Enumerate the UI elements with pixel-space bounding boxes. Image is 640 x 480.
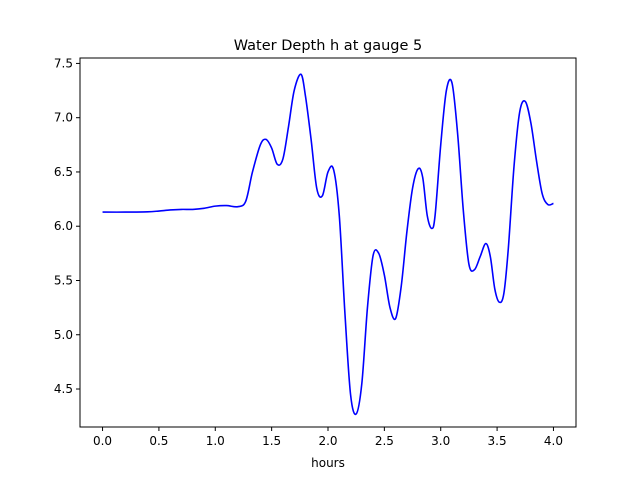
x-tick-label: 2.0: [318, 434, 337, 448]
x-tick-label: 2.5: [375, 434, 394, 448]
y-tick-label: 5.0: [54, 328, 73, 342]
x-tick-label: 3.5: [488, 434, 507, 448]
x-tick-label: 1.0: [206, 434, 225, 448]
x-axis: 0.0 0.5 1.0 1.5 2.0 2.5 3.0 3.5 4.0: [93, 427, 563, 448]
y-tick-label: 6.5: [54, 165, 73, 179]
x-tick-label: 0.5: [149, 434, 168, 448]
series-line-0: [102, 73, 554, 416]
y-tick-label: 5.5: [54, 273, 73, 287]
plot-area: [102, 73, 554, 416]
x-tick-label: 4.0: [544, 434, 563, 448]
y-tick-label: 7.0: [54, 111, 73, 125]
y-tick-label: 4.5: [54, 382, 73, 396]
y-axis: 4.5 5.0 5.5 6.0 6.5 7.0 7.5: [54, 56, 80, 396]
x-axis-label: hours: [311, 456, 345, 470]
x-tick-label: 1.5: [262, 434, 281, 448]
y-tick-label: 6.0: [54, 219, 73, 233]
chart-title: Water Depth h at gauge 5: [234, 38, 422, 54]
x-tick-label: 3.0: [431, 434, 450, 448]
x-tick-label: 0.0: [93, 434, 112, 448]
y-tick-label: 7.5: [54, 56, 73, 70]
